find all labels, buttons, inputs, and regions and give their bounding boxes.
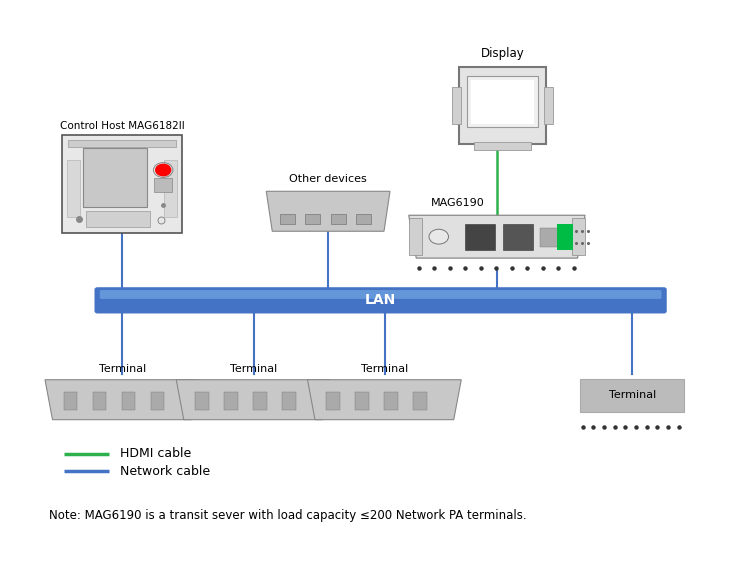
Bar [164, 160, 177, 217]
Text: Terminal: Terminal [362, 364, 408, 374]
Circle shape [429, 229, 448, 244]
Bar [282, 392, 296, 410]
Text: Other devices: Other devices [289, 174, 367, 184]
Text: Terminal: Terminal [99, 364, 146, 374]
FancyBboxPatch shape [94, 287, 667, 313]
FancyBboxPatch shape [100, 290, 662, 299]
Bar [465, 224, 495, 250]
Bar [356, 392, 369, 410]
Bar [474, 142, 531, 150]
Text: MAG6190: MAG6190 [431, 198, 485, 208]
Bar [154, 178, 172, 192]
Bar [224, 392, 238, 410]
Text: LAN: LAN [365, 293, 396, 307]
Bar [544, 87, 553, 124]
Text: Display: Display [481, 47, 524, 60]
Bar [122, 392, 135, 410]
Bar [86, 211, 150, 227]
Bar [452, 87, 461, 124]
Bar [68, 140, 176, 147]
Bar [331, 214, 346, 224]
Polygon shape [409, 215, 585, 258]
Bar [67, 160, 80, 217]
Text: Control Host MAG6182II: Control Host MAG6182II [59, 121, 184, 131]
Bar [280, 214, 295, 224]
Bar [64, 392, 77, 410]
Text: Terminal: Terminal [609, 391, 656, 400]
Bar [409, 218, 422, 255]
Bar [151, 392, 164, 410]
Polygon shape [45, 380, 199, 420]
Text: Network cable: Network cable [120, 465, 210, 477]
Bar [326, 392, 340, 410]
FancyBboxPatch shape [83, 148, 147, 207]
Bar [93, 392, 106, 410]
Text: Note: MAG6190 is a transit sever with load capacity ≤200 Network PA terminals.: Note: MAG6190 is a transit sever with lo… [49, 509, 526, 522]
Bar [503, 224, 532, 250]
Bar [356, 214, 371, 224]
Bar [384, 392, 398, 410]
Bar [195, 392, 208, 410]
Bar [540, 228, 561, 247]
FancyBboxPatch shape [471, 80, 534, 124]
Text: HDMI cable: HDMI cable [120, 448, 191, 460]
FancyBboxPatch shape [467, 76, 538, 127]
Polygon shape [266, 191, 390, 231]
Bar [556, 224, 573, 250]
Bar [413, 392, 427, 410]
Text: Terminal: Terminal [230, 364, 278, 374]
Polygon shape [176, 380, 330, 420]
FancyBboxPatch shape [580, 379, 684, 412]
Bar [305, 214, 320, 224]
FancyBboxPatch shape [459, 67, 546, 144]
Polygon shape [308, 380, 461, 420]
Bar [572, 218, 585, 255]
Bar [254, 392, 267, 410]
Circle shape [156, 164, 171, 176]
FancyBboxPatch shape [62, 135, 182, 233]
